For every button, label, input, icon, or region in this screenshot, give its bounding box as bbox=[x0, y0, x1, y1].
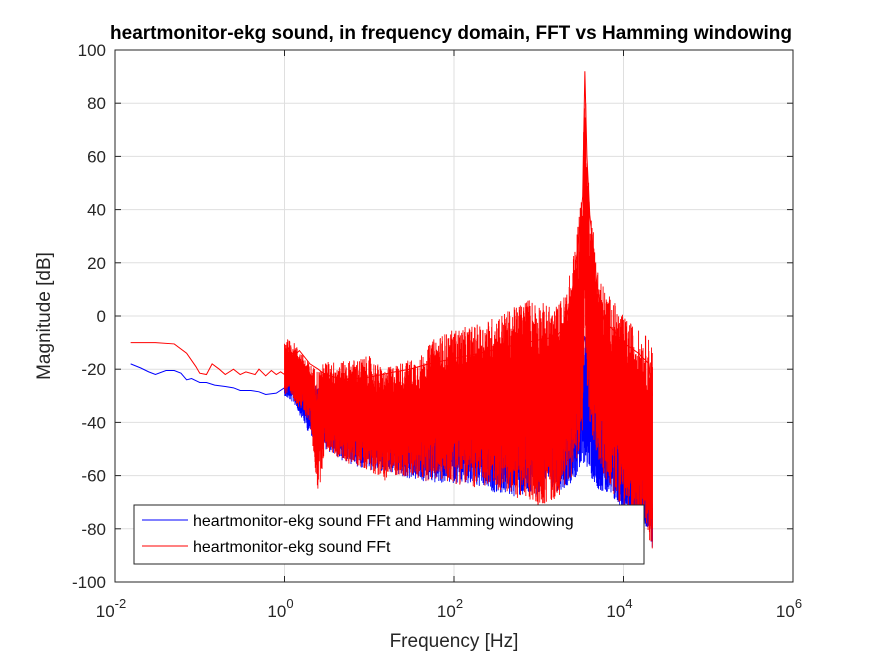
legend-label-fft: heartmonitor-ekg sound FFt bbox=[193, 539, 391, 556]
x-tick-label: 10-2 bbox=[96, 596, 126, 621]
y-tick-label: -40 bbox=[81, 413, 106, 432]
series-fft bbox=[130, 71, 654, 549]
y-tick-labels: 100 80 60 40 20 0 -20 -40 -60 -80 -100 bbox=[72, 41, 106, 592]
x-tick-labels: 10-2 100 102 104 106 bbox=[96, 596, 802, 621]
y-tick-label: 100 bbox=[78, 41, 106, 60]
series-band-fft bbox=[284, 103, 653, 549]
x-tick-label: 100 bbox=[267, 596, 293, 621]
y-tick-label: 40 bbox=[87, 201, 106, 220]
y-tick-label: -60 bbox=[81, 467, 106, 486]
series-line-fft bbox=[130, 71, 654, 396]
x-axis-label: Frequency [Hz] bbox=[390, 631, 519, 652]
x-tick-label: 104 bbox=[606, 596, 632, 621]
y-tick-label: 20 bbox=[87, 254, 106, 273]
x-tick-label: 102 bbox=[437, 596, 463, 621]
y-tick-label: 80 bbox=[87, 94, 106, 113]
x-tick-label: 106 bbox=[776, 596, 802, 621]
tick-layer bbox=[114, 49, 794, 583]
series-layer bbox=[130, 71, 654, 549]
legend-label-hamming: heartmonitor-ekg sound FFt and Hamming w… bbox=[193, 513, 574, 530]
y-tick-label: -20 bbox=[81, 360, 106, 379]
y-axis-label: Magnitude [dB] bbox=[34, 252, 55, 380]
y-tick-label: -80 bbox=[81, 520, 106, 539]
y-tick-label: -100 bbox=[72, 573, 106, 592]
legend: heartmonitor-ekg sound FFt and Hamming w… bbox=[133, 504, 645, 565]
y-tick-label: 60 bbox=[87, 147, 106, 166]
y-tick-label: 0 bbox=[97, 307, 106, 326]
chart-title: heartmonitor-ekg sound, in frequency dom… bbox=[110, 23, 792, 44]
legend-box bbox=[133, 504, 645, 565]
plot-area bbox=[114, 49, 794, 583]
